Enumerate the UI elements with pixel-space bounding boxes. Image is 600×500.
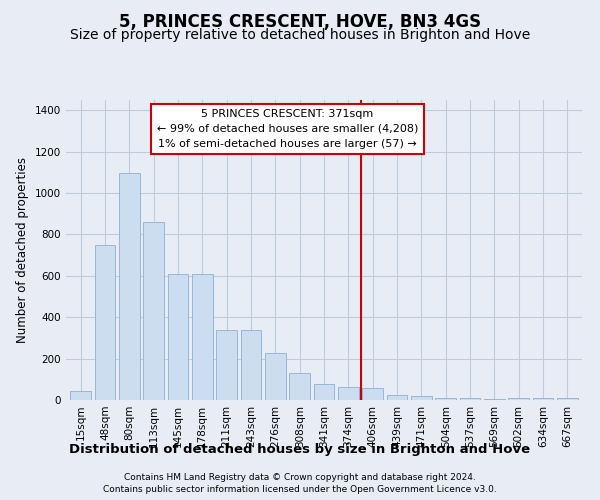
Text: 5, PRINCES CRESCENT, HOVE, BN3 4GS: 5, PRINCES CRESCENT, HOVE, BN3 4GS xyxy=(119,12,481,30)
Bar xyxy=(508,398,529,400)
Bar xyxy=(216,330,237,400)
Bar xyxy=(484,399,505,400)
Bar xyxy=(338,386,359,400)
Text: Contains public sector information licensed under the Open Government Licence v3: Contains public sector information licen… xyxy=(103,485,497,494)
Text: Distribution of detached houses by size in Brighton and Hove: Distribution of detached houses by size … xyxy=(70,442,530,456)
Text: Contains HM Land Registry data © Crown copyright and database right 2024.: Contains HM Land Registry data © Crown c… xyxy=(124,472,476,482)
Bar xyxy=(95,245,115,400)
Bar xyxy=(436,398,456,400)
Y-axis label: Number of detached properties: Number of detached properties xyxy=(16,157,29,343)
Bar xyxy=(70,390,91,400)
Bar xyxy=(411,396,432,400)
Bar xyxy=(167,274,188,400)
Bar xyxy=(314,384,334,400)
Bar xyxy=(533,398,553,400)
Bar xyxy=(143,222,164,400)
Bar xyxy=(241,330,262,400)
Bar xyxy=(460,398,481,400)
Bar xyxy=(557,398,578,400)
Bar xyxy=(386,395,407,400)
Text: Size of property relative to detached houses in Brighton and Hove: Size of property relative to detached ho… xyxy=(70,28,530,42)
Text: 5 PRINCES CRESCENT: 371sqm
← 99% of detached houses are smaller (4,208)
1% of se: 5 PRINCES CRESCENT: 371sqm ← 99% of deta… xyxy=(157,109,418,149)
Bar xyxy=(265,354,286,400)
Bar xyxy=(289,373,310,400)
Bar xyxy=(119,174,140,400)
Bar xyxy=(362,388,383,400)
Bar xyxy=(192,274,212,400)
